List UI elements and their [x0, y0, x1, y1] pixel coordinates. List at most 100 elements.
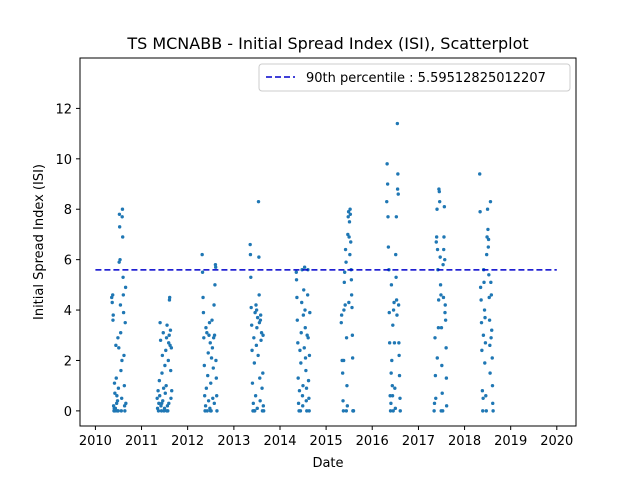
- data-point: [441, 295, 446, 300]
- data-point: [397, 353, 401, 358]
- y-tick-label: 4: [64, 304, 72, 319]
- data-point: [433, 336, 437, 340]
- data-point: [123, 285, 128, 290]
- data-point: [213, 262, 218, 267]
- data-point: [346, 210, 351, 214]
- data-point: [395, 121, 400, 126]
- data-point: [484, 252, 489, 257]
- data-point: [256, 199, 261, 204]
- data-point: [395, 187, 400, 191]
- data-point: [258, 318, 263, 322]
- data-point: [439, 409, 443, 413]
- data-point: [261, 333, 265, 337]
- data-point: [341, 409, 346, 413]
- data-point: [483, 315, 487, 320]
- data-point: [389, 401, 393, 406]
- data-point: [122, 404, 127, 408]
- data-point: [296, 401, 301, 406]
- data-point: [388, 394, 392, 398]
- data-point: [396, 172, 400, 176]
- data-point: [308, 310, 312, 315]
- data-point: [118, 331, 123, 335]
- data-point: [433, 373, 438, 378]
- data-point: [348, 252, 352, 257]
- data-point: [250, 348, 254, 353]
- data-point: [391, 409, 395, 413]
- data-point: [122, 353, 126, 358]
- data-point: [165, 323, 169, 327]
- data-point: [386, 215, 390, 219]
- data-point: [303, 326, 307, 330]
- data-point: [117, 346, 121, 350]
- data-point: [214, 358, 218, 363]
- data-point: [114, 376, 118, 380]
- data-point: [391, 308, 396, 312]
- data-point: [200, 252, 204, 257]
- data-point: [299, 331, 303, 335]
- data-point: [159, 409, 164, 413]
- data-point: [488, 343, 492, 348]
- data-point: [116, 409, 120, 413]
- data-point: [437, 187, 441, 191]
- data-point: [349, 240, 353, 244]
- data-point: [444, 404, 449, 408]
- data-point: [394, 215, 399, 219]
- data-point: [347, 235, 351, 239]
- x-tick-label: 2017: [402, 434, 435, 449]
- data-point: [486, 227, 490, 232]
- data-point: [112, 406, 116, 411]
- data-point: [486, 237, 491, 242]
- data-point: [254, 343, 259, 348]
- data-point: [253, 310, 257, 315]
- data-point: [118, 303, 123, 307]
- data-point: [305, 293, 310, 297]
- data-point: [300, 394, 305, 398]
- data-point: [301, 404, 305, 408]
- data-point: [164, 383, 168, 388]
- legend: 90th percentile : 5.59512825012207: [258, 63, 571, 92]
- data-point: [389, 371, 393, 375]
- data-point: [168, 295, 172, 300]
- data-point: [390, 358, 394, 363]
- data-point: [440, 391, 444, 395]
- data-point: [249, 305, 253, 310]
- data-point: [302, 265, 307, 269]
- data-point: [116, 386, 121, 390]
- data-point: [345, 404, 350, 408]
- data-point: [432, 409, 436, 413]
- data-point: [307, 409, 311, 413]
- x-tick-label: 2019: [494, 434, 527, 449]
- data-point: [255, 326, 259, 330]
- data-point: [342, 270, 347, 274]
- data-point: [212, 401, 216, 406]
- data-point: [442, 235, 446, 239]
- data-point: [434, 240, 438, 244]
- data-point: [118, 257, 122, 262]
- data-point: [119, 368, 123, 373]
- data-point: [213, 283, 217, 287]
- data-point: [252, 336, 256, 340]
- data-point: [307, 396, 311, 400]
- data-point: [347, 220, 352, 224]
- data-point: [442, 247, 446, 252]
- data-point: [206, 399, 211, 403]
- data-point: [122, 383, 127, 388]
- data-point: [167, 298, 172, 302]
- data-point: [258, 399, 262, 403]
- x-tick-label: 2012: [171, 434, 204, 449]
- data-point: [478, 285, 483, 290]
- data-point: [249, 323, 254, 327]
- data-point: [157, 401, 161, 406]
- data-point: [339, 313, 344, 317]
- data-point: [303, 356, 308, 360]
- y-tick-label: 0: [64, 405, 72, 420]
- data-point: [390, 394, 395, 398]
- data-point: [485, 207, 490, 211]
- data-point: [206, 351, 210, 355]
- data-point: [206, 373, 210, 378]
- data-point: [295, 318, 299, 322]
- x-tick-label: 2020: [540, 434, 573, 449]
- data-point: [394, 275, 398, 279]
- data-point: [249, 275, 253, 279]
